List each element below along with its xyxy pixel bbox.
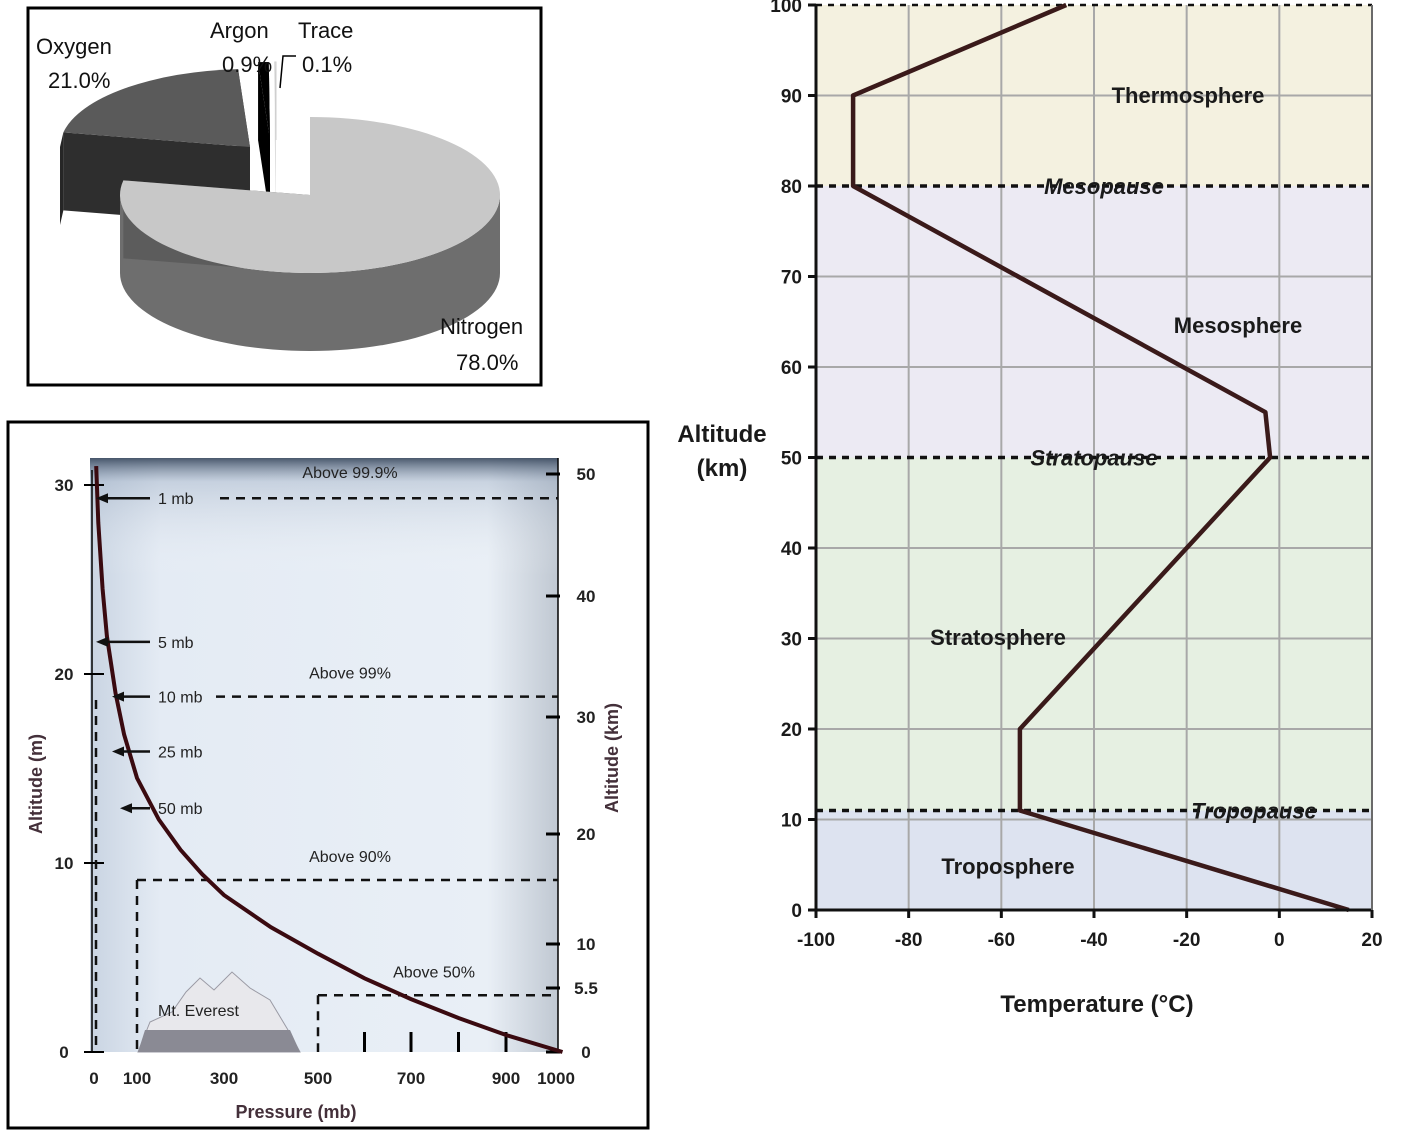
temperature-x-tick-label: 20: [1361, 930, 1382, 951]
pie-label-oxygen: Oxygen: [36, 34, 112, 59]
pressure-y2-axis-title: Altitude (km): [602, 703, 622, 813]
pie-value-nitrogen: 78.0%: [456, 350, 518, 375]
temperature-x-tick-label: -20: [1173, 930, 1200, 951]
temperature-profile-line: [850, 2, 1350, 913]
pressure-y2-tick-label: 40: [577, 587, 596, 606]
pie-value-trace: 0.1%: [302, 52, 352, 77]
pressure-x-tick-label: 100: [123, 1069, 151, 1088]
pie-slice-nitrogen: [119, 117, 500, 351]
temperature-y-tick-label: 40: [781, 539, 802, 560]
pressure-arrows: 1 mb 5 mb 10 mb 25 mb 50 mb: [96, 491, 203, 818]
pressure-x-tick-label: 900: [492, 1069, 520, 1088]
layer-labels: Troposphere Stratosphere Mesosphere Thermos…: [930, 83, 1302, 879]
temperature-y-tick-label: 60: [781, 358, 802, 379]
pie-chart: Oxygen 21.0% Argon 0.9% Trace 0.1% Nitro…: [26, 6, 543, 387]
pressure-curve: [94, 466, 564, 1054]
pressure-arrow: 10 mb: [112, 690, 203, 707]
layer-boundaries: Tropopause Stratopause Mesopause: [816, 174, 1372, 823]
pressure-arrow: 1 mb: [96, 491, 194, 508]
pressure-y2-tick-label: 5.5: [574, 979, 598, 998]
pressure-y2-tick-label: 30: [577, 708, 596, 727]
boundary-stratopause: Stratopause: [816, 446, 1372, 471]
boundary-tropopause: Tropopause: [816, 798, 1372, 823]
layer-label-thermosphere: Thermosphere: [1112, 83, 1265, 108]
pie-label-trace: Trace: [298, 18, 353, 43]
boundary-mesopause: Mesopause: [816, 174, 1372, 199]
pressure-y2-tick-label: 50: [577, 465, 596, 484]
temperature-y-tick-label: 100: [770, 0, 802, 17]
pressure-arrow-label: 5 mb: [158, 635, 194, 652]
temperature-y-tick-label: 0: [791, 901, 802, 922]
mass-label: Above 99%: [309, 666, 391, 683]
pressure-y-tick-label: 10: [55, 854, 74, 873]
pressure-y2-tick-label: 10: [577, 935, 596, 954]
pressure-x-axis-title: Pressure (mb): [235, 1102, 356, 1122]
pie-label-argon: Argon: [210, 18, 269, 43]
pressure-arrow-label: 25 mb: [158, 744, 203, 761]
pressure-arrow-label: 1 mb: [158, 491, 194, 508]
pressure-y-tick-label: 0: [59, 1043, 68, 1062]
temperature-y-tick-label: 70: [781, 268, 802, 289]
mass-label: Above 90%: [309, 849, 391, 866]
pressure-x-tick-label: 300: [210, 1069, 238, 1088]
temperature-y-axis-title-line1: Altitude: [677, 421, 766, 448]
pie-slice-trace: [274, 61, 277, 218]
pressure-arrow-label: 50 mb: [158, 801, 203, 818]
layer-label-mesosphere: Mesosphere: [1174, 313, 1302, 338]
pie-value-oxygen: 21.0%: [48, 68, 110, 93]
mass-label: Above 50%: [393, 964, 475, 981]
temperature-x-tick-label: -60: [988, 930, 1015, 951]
temperature-y-tick-label: 30: [781, 630, 802, 651]
pressure-x-tick-label: 700: [397, 1069, 425, 1088]
boundary-label-mesopause: Mesopause: [1044, 174, 1164, 199]
layer-label-stratosphere: Stratosphere: [930, 625, 1066, 650]
temperature-y-axis-title-line2: (km): [697, 455, 748, 482]
temperature-x-tick-label: -80: [895, 930, 922, 951]
pressure-arrow: 5 mb: [96, 635, 194, 652]
pressure-y2-tick-label: 20: [577, 825, 596, 844]
temperature-chart: Tropopause Stratopause Mesopause 0 10 20 30 40…: [677, 0, 1382, 1018]
pressure-x-tick-label: 500: [304, 1069, 332, 1088]
pressure-axis-labels: Above 99.9%Above 99%Above 90%Above 50%0 1…: [55, 465, 598, 1088]
temperature-x-tick-label: 0: [1274, 930, 1285, 951]
pie-value-argon: 0.9%: [222, 52, 272, 77]
mass-label: Above 99.9%: [302, 465, 397, 482]
temperature-axes: 0 10 20 30 40 50 60 70 80 90 100 -100 -80 -60 -40 -20 0 2…: [770, 0, 1382, 951]
pressure-y-axis-title: Altitude (m): [26, 734, 46, 834]
pressure-y-tick-label: 30: [55, 476, 74, 495]
pressure-chart: Mt. Everest 1 mb 5 mb 10 mb 25 mb 50 mb Abov…: [6, 420, 650, 1130]
pressure-arrow: 50 mb: [120, 801, 203, 818]
temperature-y-tick-label: 10: [781, 811, 802, 832]
pressure-x-tick-label: 0: [89, 1069, 98, 1088]
trace-leader-line: [279, 55, 296, 89]
boundary-label-tropopause: Tropopause: [1191, 798, 1317, 823]
temperature-y-tick-label: 20: [781, 720, 802, 741]
pie-label-nitrogen: Nitrogen: [440, 314, 523, 339]
temperature-y-tick-label: 90: [781, 87, 802, 108]
layer-label-troposphere: Troposphere: [941, 854, 1074, 879]
temperature-x-tick-label: -40: [1080, 930, 1107, 951]
pie-slice-argon: [258, 62, 270, 218]
pressure-y-tick-label: 20: [55, 665, 74, 684]
temperature-y-tick-label: 50: [781, 449, 802, 470]
temperature-y-tick-label: 80: [781, 177, 802, 198]
pressure-arrow-label: 10 mb: [158, 690, 203, 707]
pie-slices: [60, 61, 500, 351]
pressure-y2-tick-label: 0: [581, 1043, 590, 1062]
temperature-x-tick-label: -100: [797, 930, 835, 951]
mt-everest-illustration: Mt. Everest: [137, 971, 301, 1053]
boundary-label-stratopause: Stratopause: [1030, 446, 1157, 471]
pressure-arrow: 25 mb: [112, 744, 203, 761]
temperature-x-axis-title: Temperature (°C): [1000, 991, 1193, 1018]
pressure-x-tick-label: 1000: [537, 1069, 575, 1088]
mt-everest-label: Mt. Everest: [158, 1003, 239, 1020]
